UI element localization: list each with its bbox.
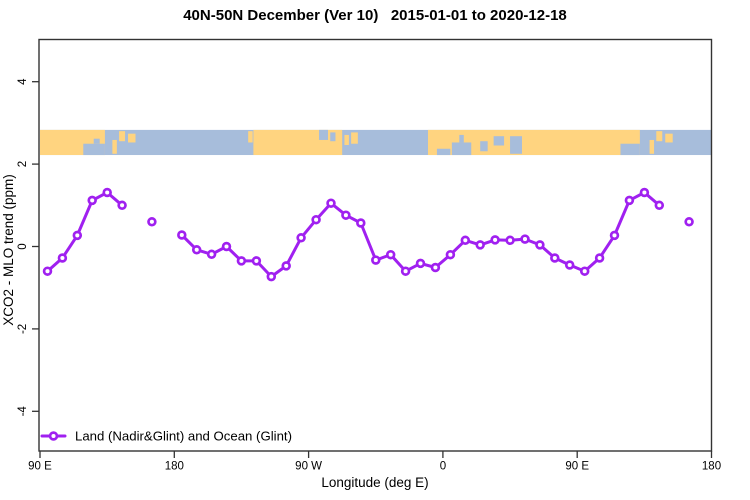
data-point (57, 253, 68, 263)
data-point (266, 271, 277, 282)
plot-border (38, 38, 713, 452)
map-island (656, 131, 663, 142)
data-point (326, 198, 336, 208)
data-point (371, 255, 381, 265)
data-point (341, 210, 351, 220)
map-lake (83, 143, 105, 156)
data-point (296, 233, 306, 243)
data-point (42, 266, 53, 276)
x-tick-label: 90 W (295, 461, 322, 473)
data-point (400, 266, 411, 276)
data-point (460, 235, 471, 246)
data-point (147, 217, 157, 227)
world-map-strip (40, 129, 712, 156)
data-point (609, 230, 620, 241)
map-lake (330, 132, 336, 142)
y-tick-label: -4 (17, 406, 29, 417)
map-island (119, 131, 126, 142)
y-axis-title: XCO2 - MLO trend (ppm) (1, 174, 16, 326)
data-point (520, 234, 530, 244)
data-series (42, 187, 694, 282)
map-island (351, 132, 358, 144)
map-lake (510, 136, 522, 154)
map-lake (319, 129, 328, 140)
data-point (475, 240, 485, 250)
x-tick-label: 90 E (565, 461, 589, 473)
data-point (430, 262, 441, 273)
y-tick-label: 2 (17, 161, 29, 167)
data-point (236, 256, 247, 266)
data-point (594, 253, 605, 263)
data-point (490, 235, 500, 245)
map-island (112, 139, 117, 154)
data-point (311, 214, 321, 225)
data-point (564, 260, 575, 270)
data-point (102, 187, 112, 198)
data-point (87, 195, 97, 206)
series-line (48, 193, 690, 277)
data-point (654, 200, 665, 211)
map-island (665, 133, 673, 143)
map-lake (493, 136, 505, 146)
axes: 90 E 180 90 W 0 90 E 180 -4 -2 0 2 4 (17, 38, 721, 473)
map-island (344, 134, 349, 145)
x-tick-label: 0 (440, 461, 446, 473)
map-land-segment (253, 129, 343, 156)
data-point (639, 187, 650, 198)
data-point (206, 249, 217, 260)
data-point (550, 253, 560, 263)
data-point (535, 240, 545, 250)
data-point (385, 249, 396, 260)
data-point (221, 241, 232, 252)
data-point (579, 266, 590, 276)
x-tick-label: 90 E (28, 461, 52, 473)
y-tick-label: -2 (17, 324, 29, 334)
map-lake (436, 148, 451, 156)
data-point (72, 230, 83, 241)
x-axis-title: Longitude (deg E) (321, 475, 428, 490)
data-point (684, 217, 694, 227)
data-point (117, 200, 127, 211)
map-island (649, 139, 655, 154)
data-point (505, 235, 515, 246)
legend: Land (Nadir&Glint) and Ocean (Glint) (40, 429, 292, 444)
map-lake (620, 143, 640, 156)
map-lake (459, 134, 464, 143)
data-point (177, 230, 187, 240)
map-island (128, 133, 136, 143)
map-island (248, 131, 253, 143)
legend-label: Land (Nadir&Glint) and Ocean (Glint) (75, 429, 292, 444)
legend-marker-icon (48, 431, 59, 441)
y-tick-label: 0 (17, 243, 29, 249)
data-point (415, 258, 426, 269)
map-lake (480, 141, 488, 152)
map-lake (93, 138, 100, 144)
data-point (251, 256, 262, 266)
x-tick-label: 180 (165, 461, 184, 473)
map-lake (451, 142, 472, 156)
data-point (281, 261, 291, 271)
data-point (191, 245, 202, 255)
chart-title: 40N-50N December (Ver 10) 2015-01-01 to … (183, 7, 567, 24)
data-point (445, 249, 456, 260)
data-point (356, 218, 366, 228)
y-tick-label: 4 (17, 78, 29, 85)
x-tick-label: 180 (702, 461, 721, 473)
data-point (624, 195, 635, 206)
